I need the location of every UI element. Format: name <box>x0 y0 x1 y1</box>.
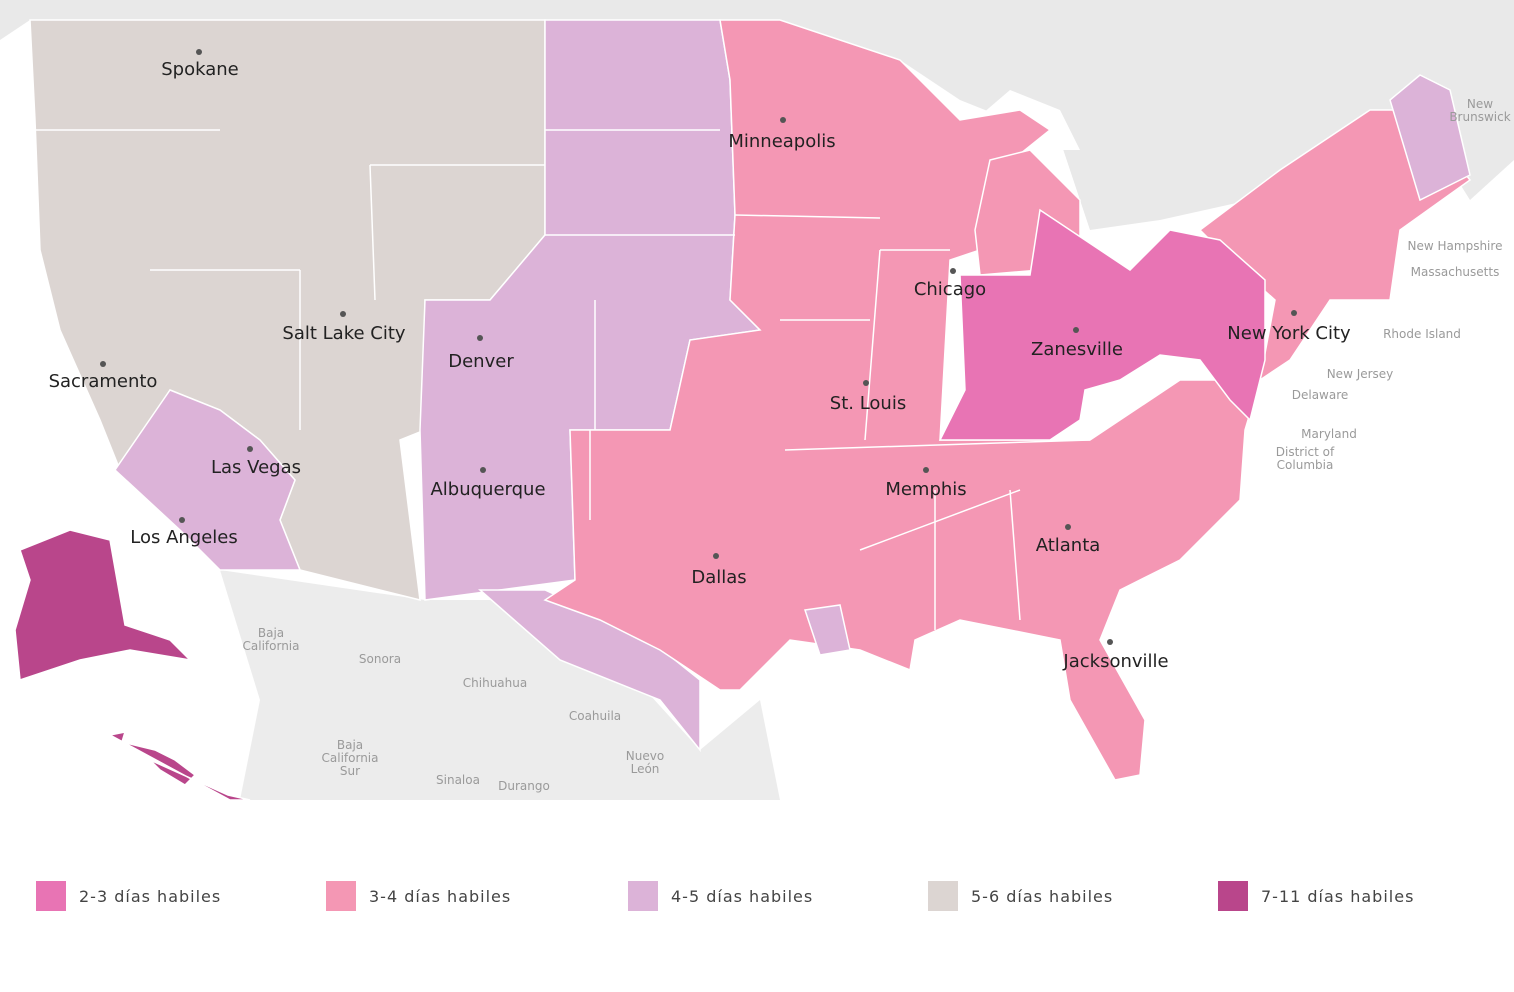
city-dot <box>863 380 869 386</box>
legend-swatch <box>628 881 658 911</box>
state-region <box>938 208 1266 441</box>
city-label: Minneapolis <box>728 131 835 152</box>
city-dot <box>923 467 929 473</box>
city-label: Atlanta <box>1036 535 1101 556</box>
region-label: Sonora <box>359 652 401 666</box>
region-label: Rhode Island <box>1383 327 1461 341</box>
city-dot <box>950 268 956 274</box>
city-label: Denver <box>448 351 514 372</box>
region-label: New <box>1467 97 1493 111</box>
city-dot <box>713 553 719 559</box>
city-label: Las Vegas <box>211 457 301 478</box>
region-label: New Jersey <box>1327 367 1394 381</box>
state-border <box>734 214 881 219</box>
legend: 2-3 días habiles 3-4 días habiles 4-5 días… <box>36 881 1414 911</box>
state-border <box>784 439 1091 451</box>
state-region <box>107 731 251 801</box>
state-border <box>369 164 376 301</box>
state-region <box>14 529 193 682</box>
city-dot <box>477 335 483 341</box>
legend-label: 2-3 días habiles <box>79 887 221 906</box>
city-dot <box>196 49 202 55</box>
state-border <box>1009 489 1021 621</box>
region-label: Chihuahua <box>463 676 527 690</box>
region-label: Baja <box>258 626 284 640</box>
region-label: Massachusetts <box>1411 265 1500 279</box>
city-dot <box>100 361 106 367</box>
legend-swatch <box>326 881 356 911</box>
city-dot <box>1107 639 1113 645</box>
city-dot <box>1065 524 1071 530</box>
state-border <box>864 249 881 441</box>
city-label: Albuquerque <box>430 479 545 500</box>
canada <box>0 0 1514 230</box>
legend-label: 3-4 días habiles <box>369 887 511 906</box>
state-region <box>804 604 851 656</box>
state-region <box>1198 109 1472 382</box>
region-label: New Hampshire <box>1408 239 1503 253</box>
city-dot <box>780 117 786 123</box>
region-label: Sinaloa <box>436 773 480 787</box>
region-label: District of <box>1276 445 1335 459</box>
city-label: Salt Lake City <box>282 323 406 344</box>
region-label: Coahuila <box>569 709 621 723</box>
city-dot <box>1291 310 1297 316</box>
city-label: Spokane <box>161 59 238 80</box>
state-region <box>1389 74 1471 202</box>
zones <box>14 19 1472 801</box>
region-label: Baja <box>337 738 363 752</box>
region-label: León <box>631 762 660 776</box>
city-dot <box>247 446 253 452</box>
legend-swatch <box>928 881 958 911</box>
region-label: Delaware <box>1292 388 1349 402</box>
region-label: Sur <box>340 764 360 778</box>
state-border <box>859 489 1021 551</box>
city-label: Dallas <box>691 567 746 588</box>
city-label: St. Louis <box>830 393 906 414</box>
region-label: California <box>243 639 300 653</box>
city-label: Memphis <box>885 479 966 500</box>
city-label: Jacksonville <box>1062 651 1168 672</box>
city-dot <box>340 311 346 317</box>
region-label: Maryland <box>1301 427 1357 441</box>
legend-swatch <box>1218 881 1248 911</box>
region-label: Brunswick <box>1449 110 1510 124</box>
city-label: Zanesville <box>1031 339 1123 360</box>
city-label: Los Angeles <box>130 527 238 548</box>
region-label: California <box>322 751 379 765</box>
city-dot <box>179 517 185 523</box>
legend-swatch <box>36 881 66 911</box>
city-dot <box>1073 327 1079 333</box>
city-dot <box>480 467 486 473</box>
legend-label: 4-5 días habiles <box>671 887 813 906</box>
city-label: New York City <box>1227 323 1351 344</box>
mexico <box>220 570 780 800</box>
region-label: Columbia <box>1277 458 1334 472</box>
region-label: Nuevo <box>626 749 664 763</box>
legend-label: 5-6 días habiles <box>971 887 1113 906</box>
city-label: Sacramento <box>49 371 158 392</box>
legend-label: 7-11 días habiles <box>1261 887 1414 906</box>
labels: Spokane Minneapolis Salt Lake City Denver Sa… <box>49 49 1511 793</box>
region-label: Durango <box>498 779 550 793</box>
state-region <box>114 389 302 571</box>
city-label: Chicago <box>914 279 986 300</box>
